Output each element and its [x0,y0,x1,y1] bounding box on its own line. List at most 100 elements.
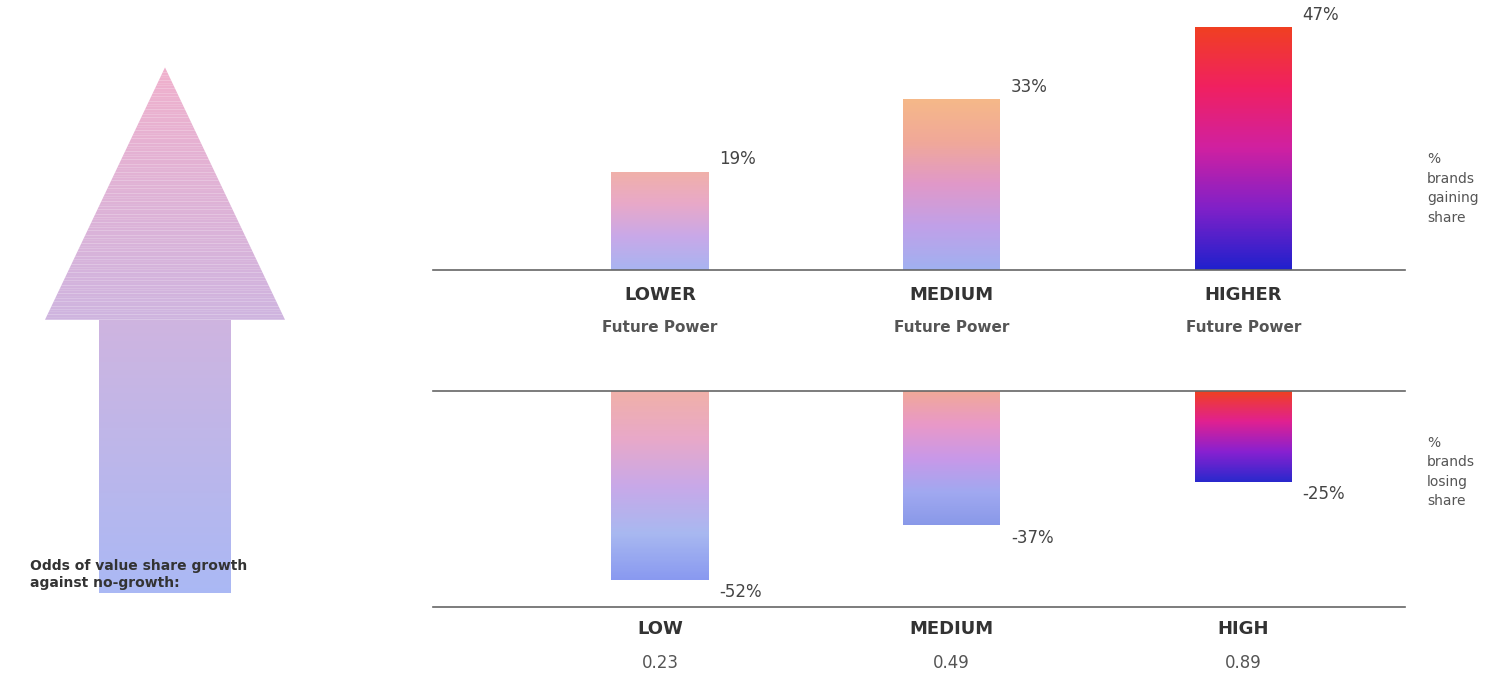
Polygon shape [612,448,708,449]
Polygon shape [903,495,1001,497]
Polygon shape [903,464,1001,465]
Polygon shape [99,582,231,585]
Polygon shape [108,185,222,188]
Polygon shape [903,191,1001,192]
Polygon shape [903,420,1001,421]
Polygon shape [903,144,1001,145]
Polygon shape [903,509,1001,510]
Polygon shape [99,503,231,506]
Polygon shape [903,467,1001,468]
Polygon shape [612,489,708,490]
Polygon shape [903,164,1001,165]
Polygon shape [56,296,274,299]
Polygon shape [903,426,1001,427]
Polygon shape [99,409,231,412]
Polygon shape [99,330,231,333]
Polygon shape [1194,55,1292,56]
Polygon shape [612,517,708,518]
Polygon shape [1194,216,1292,218]
Polygon shape [150,96,180,99]
Polygon shape [903,498,1001,499]
Polygon shape [612,474,708,475]
Polygon shape [903,268,1001,270]
Polygon shape [903,246,1001,247]
Polygon shape [612,479,708,481]
Text: Future Power: Future Power [603,320,717,335]
Polygon shape [903,400,1001,401]
Polygon shape [99,538,231,541]
Polygon shape [903,180,1001,181]
Polygon shape [1194,187,1292,189]
Polygon shape [903,193,1001,195]
Polygon shape [612,555,708,556]
Polygon shape [903,465,1001,466]
Polygon shape [1194,101,1292,103]
Text: 0.23: 0.23 [642,654,678,672]
Polygon shape [1194,139,1292,140]
Polygon shape [612,539,708,541]
Polygon shape [903,175,1001,177]
Polygon shape [903,263,1001,264]
Polygon shape [903,451,1001,452]
Polygon shape [158,80,172,83]
Polygon shape [99,483,231,485]
Polygon shape [612,449,708,450]
Polygon shape [903,187,1001,188]
Polygon shape [1194,132,1292,133]
Polygon shape [903,134,1001,135]
Polygon shape [1194,222,1292,224]
Polygon shape [612,526,708,527]
Polygon shape [903,265,1001,266]
Polygon shape [87,231,243,233]
Polygon shape [99,559,231,561]
Polygon shape [903,486,1001,487]
Polygon shape [99,454,231,456]
Polygon shape [99,348,231,351]
Polygon shape [903,138,1001,139]
Polygon shape [903,424,1001,425]
Polygon shape [1194,253,1292,255]
Polygon shape [903,394,1001,396]
Polygon shape [1194,67,1292,69]
Polygon shape [1194,66,1292,67]
Polygon shape [903,407,1001,408]
Polygon shape [903,200,1001,202]
Polygon shape [99,394,231,396]
Polygon shape [903,401,1001,402]
Polygon shape [99,532,231,535]
Polygon shape [612,466,708,468]
Polygon shape [612,493,708,494]
Polygon shape [612,510,708,512]
Polygon shape [1194,58,1292,59]
Polygon shape [612,459,708,460]
Text: -52%: -52% [720,583,762,601]
Polygon shape [99,362,231,365]
Polygon shape [903,237,1001,238]
Polygon shape [63,278,267,280]
Polygon shape [99,336,231,338]
Polygon shape [1194,44,1292,47]
Polygon shape [612,513,708,514]
Polygon shape [612,423,708,424]
Text: HIGHER: HIGHER [1204,286,1282,305]
Polygon shape [1194,77,1292,79]
Polygon shape [1194,100,1292,101]
Polygon shape [903,251,1001,253]
Polygon shape [99,388,231,391]
Polygon shape [903,156,1001,157]
Polygon shape [99,438,231,441]
Polygon shape [99,496,231,499]
Polygon shape [99,556,231,559]
Polygon shape [903,171,1001,172]
Polygon shape [903,157,1001,158]
Polygon shape [903,435,1001,437]
Polygon shape [903,99,1001,100]
Polygon shape [1194,212,1292,213]
Polygon shape [903,203,1001,204]
Polygon shape [1194,121,1292,123]
Polygon shape [162,73,170,75]
Polygon shape [80,243,251,246]
Polygon shape [903,210,1001,212]
Polygon shape [903,433,1001,434]
Polygon shape [612,548,708,549]
